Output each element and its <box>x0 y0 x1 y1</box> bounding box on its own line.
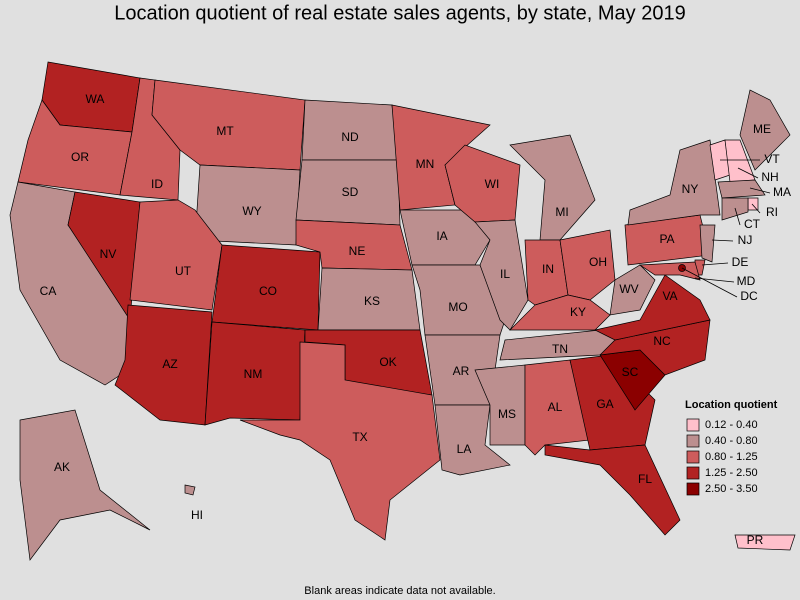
state-shape <box>19 409 151 561</box>
state-label: WI <box>485 177 500 191</box>
leader-line <box>749 187 771 194</box>
state-label: CO <box>259 284 277 298</box>
states <box>9 61 796 561</box>
state-label: MS <box>498 407 516 421</box>
state-label: FL <box>638 472 652 486</box>
state-label: PR <box>747 533 764 547</box>
state-label: MD <box>737 274 756 288</box>
state-label: WY <box>242 204 261 218</box>
state-shape <box>734 534 796 551</box>
legend-swatch <box>686 434 700 448</box>
state-label: NJ <box>738 233 753 247</box>
state-label: AL <box>548 400 563 414</box>
leader-line <box>681 267 738 298</box>
state-label: NE <box>349 244 366 258</box>
legend-label: 0.40 - 0.80 <box>705 435 758 447</box>
state-label: KY <box>570 305 586 319</box>
state-shape <box>114 304 213 426</box>
state-label: WA <box>86 92 105 106</box>
state-label: NH <box>761 170 778 184</box>
state-label: DC <box>740 289 758 303</box>
state-shape <box>593 274 711 341</box>
legend-label: 2.50 - 3.50 <box>705 483 758 495</box>
state-label: MN <box>416 157 435 171</box>
state-labels: WA OR CA NV ID MT WY UT CO AZ NM ND SD NE KS OK TX MN IA MO… <box>40 92 791 547</box>
legend: 0.12 - 0.40 0.40 - 0.80 0.80 - 1.25 1.25 - … <box>686 418 758 496</box>
state-label: OK <box>379 355 396 369</box>
state-shape <box>559 229 616 301</box>
state-shape <box>474 219 529 331</box>
state-label: KS <box>364 294 380 308</box>
leader-line <box>737 167 759 179</box>
state-label: SD <box>342 185 359 199</box>
state-label: CA <box>40 284 57 298</box>
legend-swatch <box>686 466 700 480</box>
state-label: RI <box>766 205 778 219</box>
state-label: OR <box>71 150 89 164</box>
leader-line <box>734 207 741 226</box>
state-label: TX <box>352 430 367 444</box>
state-shape <box>747 197 759 211</box>
state-label: ME <box>753 122 771 136</box>
state-label: CT <box>744 217 761 231</box>
state-label: GA <box>596 397 613 411</box>
map-title: Location quotient of real estate sales a… <box>114 2 685 24</box>
state-label: IA <box>436 229 447 243</box>
state-label: AZ <box>162 357 177 371</box>
state-shape <box>717 179 766 199</box>
state-label: VA <box>662 289 677 303</box>
state-label: NC <box>653 334 671 348</box>
legend-title: Location quotient <box>685 399 778 411</box>
state-label: OH <box>589 255 607 269</box>
state-shape <box>474 364 526 446</box>
state-label: WV <box>619 282 638 296</box>
state-label: IN <box>542 262 554 276</box>
legend-swatch <box>686 418 700 432</box>
state-label: PA <box>659 232 674 246</box>
state-label: MA <box>773 185 791 199</box>
leader-line <box>701 262 729 266</box>
state-label: MT <box>216 124 234 138</box>
legend-swatch <box>686 450 700 464</box>
state-label: LA <box>457 442 472 456</box>
legend-label: 0.80 - 1.25 <box>705 451 758 463</box>
state-label: MO <box>448 300 467 314</box>
state-shape <box>699 224 716 263</box>
state-shape <box>739 89 791 171</box>
legend-label: 0.12 - 0.40 <box>705 419 758 431</box>
state-shape <box>184 484 196 496</box>
state-label: VT <box>764 152 780 166</box>
state-shape <box>609 264 656 316</box>
state-label: AR <box>453 364 470 378</box>
legend-label: 1.25 - 2.50 <box>705 467 758 479</box>
state-label: ND <box>341 130 359 144</box>
leader-line <box>711 239 734 242</box>
legend-swatch <box>686 482 700 496</box>
footnote: Blank areas indicate data not available. <box>304 585 495 597</box>
state-label: UT <box>175 264 192 278</box>
state-label: NV <box>100 247 117 261</box>
state-label: SC <box>622 365 639 379</box>
state-label: DE <box>732 255 749 269</box>
state-label: TN <box>552 342 568 356</box>
state-shape <box>204 321 306 426</box>
state-shape <box>544 444 681 536</box>
state-shape <box>239 341 441 541</box>
state-label: MI <box>555 205 568 219</box>
state-label: NY <box>682 182 699 196</box>
state-label: ID <box>151 177 163 191</box>
state-label: AK <box>54 460 70 474</box>
state-label: HI <box>191 508 203 522</box>
leader-line <box>751 203 761 214</box>
state-label: NM <box>244 367 263 381</box>
state-label: IL <box>500 267 510 281</box>
